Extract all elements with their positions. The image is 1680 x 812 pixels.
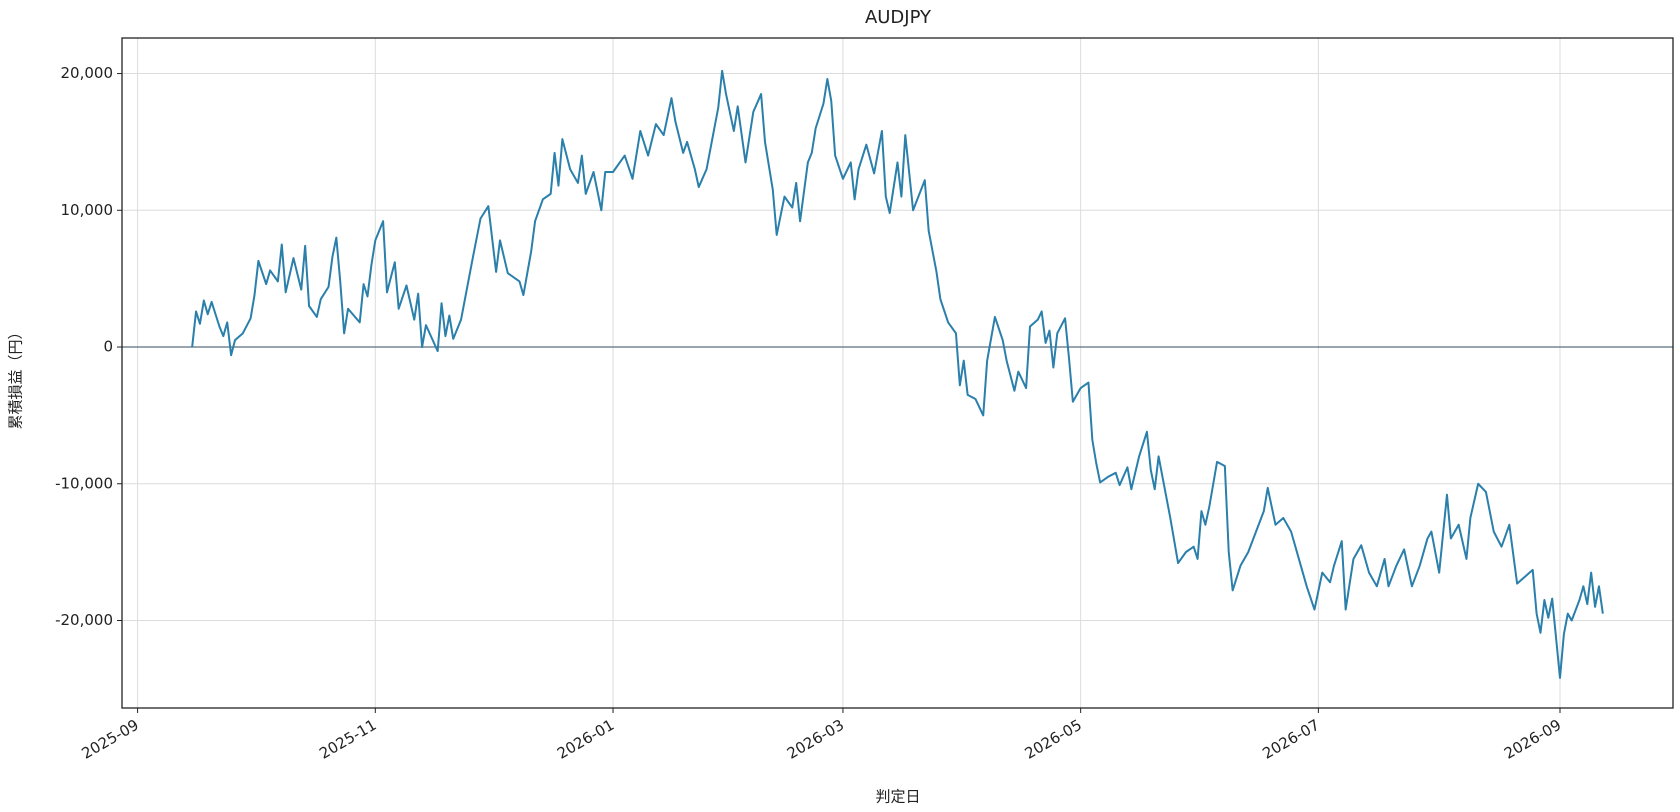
plot-frame bbox=[121, 37, 1674, 709]
y-tick-label: -20,000 bbox=[55, 611, 113, 629]
y-axis-label: 累積損益（円） bbox=[7, 324, 25, 429]
y-tick-label: -10,000 bbox=[55, 474, 113, 492]
chart-title: AUDJPY bbox=[865, 7, 932, 28]
y-tick-label: 0 bbox=[103, 338, 113, 356]
y-tick-label: 20,000 bbox=[61, 64, 114, 82]
y-tick-label: 10,000 bbox=[61, 201, 114, 219]
x-axis-label: 判定日 bbox=[875, 788, 920, 806]
series-line bbox=[191, 69, 1604, 679]
